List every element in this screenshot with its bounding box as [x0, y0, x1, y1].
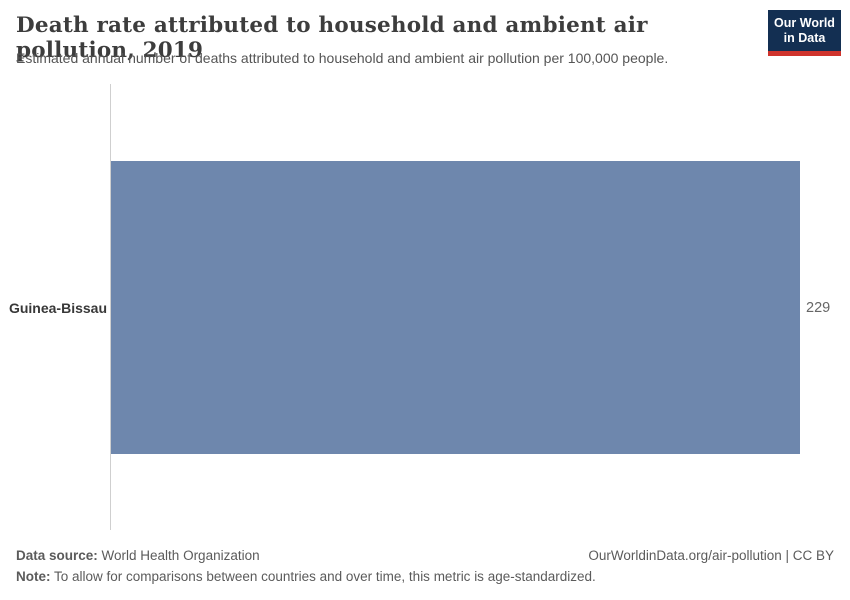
owid-logo-line2: in Data [783, 30, 826, 45]
data-source-label: Data source: [16, 548, 98, 563]
footer-note: Note: To allow for comparisons between c… [16, 569, 656, 584]
note-value: To allow for comparisons between countri… [50, 569, 596, 584]
owid-logo[interactable]: Our World in Data [768, 10, 841, 56]
chart-title: Death rate attributed to household and a… [16, 13, 648, 63]
bar-label-guinea-bissau: Guinea-Bissau [8, 300, 107, 316]
footer-link[interactable]: OurWorldinData.org/air-pollution | CC BY [588, 548, 834, 563]
bar-value-label: 229 [806, 300, 831, 316]
bar-guinea-bissau[interactable] [111, 161, 800, 454]
note-label: Note: [16, 569, 51, 584]
y-axis-line [110, 84, 111, 530]
chart-subtitle: Estimated annual number of deaths attrib… [16, 50, 669, 66]
owid-logo-line1: Our World [774, 15, 835, 30]
footer-data-source: Data source: World Health Organization [16, 548, 260, 563]
data-source-value: World Health Organization [97, 548, 260, 563]
